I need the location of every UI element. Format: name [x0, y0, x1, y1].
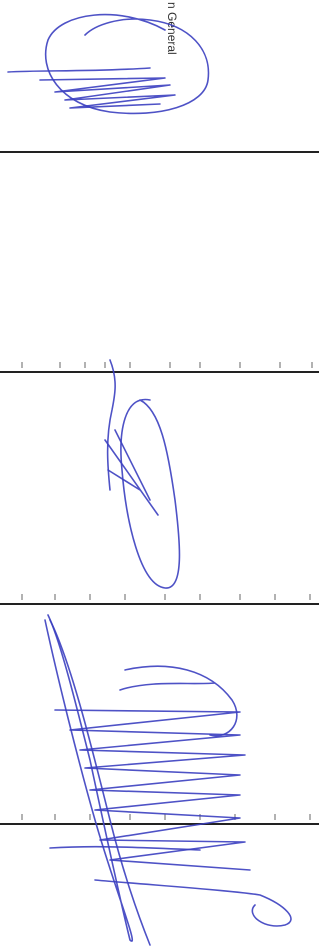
caption: n General [165, 2, 179, 55]
page: n General (() => { const data = JSON.par… [0, 0, 320, 951]
document: n General [0, 0, 319, 951]
background [0, 0, 319, 951]
